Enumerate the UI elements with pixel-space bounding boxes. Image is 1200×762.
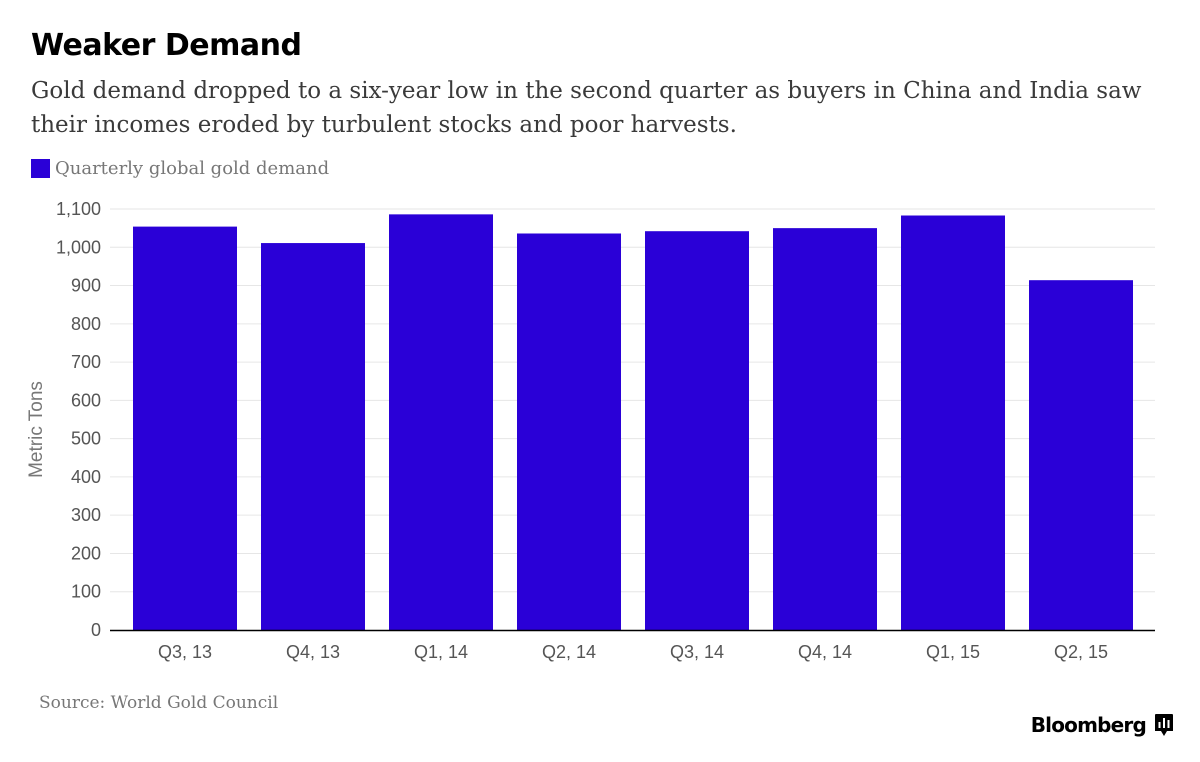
y-tick-label: 500 (71, 429, 101, 449)
bar (1029, 280, 1133, 630)
y-tick-label: 200 (71, 543, 101, 563)
chart-subtitle: Gold demand dropped to a six-year low in… (31, 78, 1142, 138)
x-tick-label: Q2, 14 (542, 642, 596, 662)
bar (261, 243, 365, 630)
legend-label: Quarterly global gold demand (55, 157, 330, 179)
bar (517, 233, 621, 630)
y-tick-label: 1,000 (56, 237, 101, 257)
bar (901, 215, 1005, 631)
y-tick-label: 900 (71, 276, 101, 296)
x-tick-label: Q4, 14 (798, 642, 852, 662)
x-tick-label: Q2, 15 (1054, 642, 1108, 662)
y-axis-label: Metric Tons (26, 381, 47, 478)
y-tick-label: 700 (71, 352, 101, 372)
y-tick-label: 0 (91, 620, 101, 640)
x-tick-label: Q4, 13 (286, 642, 340, 662)
brand-name: Bloomberg (1030, 713, 1147, 737)
y-tick-label: 600 (71, 390, 101, 410)
bar (773, 228, 877, 631)
source-note: Source: World Gold Council (39, 693, 279, 713)
bar (389, 214, 493, 630)
bloomberg-logo: Bloomberg (1031, 711, 1174, 739)
x-tick-label: Q1, 14 (414, 642, 468, 662)
y-tick-label: 100 (71, 582, 101, 602)
chart-title: Weaker Demand (31, 28, 302, 63)
bar (645, 231, 749, 630)
y-tick-label: 800 (71, 314, 101, 334)
bar (133, 226, 237, 630)
x-tick-label: Q3, 13 (158, 642, 212, 662)
bar-chart-logo-icon (1155, 714, 1173, 736)
x-tick-label: Q3, 14 (670, 642, 724, 662)
x-tick-label: Q1, 15 (926, 642, 980, 662)
legend: Quarterly global gold demand (31, 156, 329, 180)
legend-swatch (31, 158, 50, 178)
y-tick-label: 400 (71, 467, 101, 487)
y-tick-label: 1,100 (56, 199, 101, 219)
y-tick-label: 300 (71, 505, 101, 525)
